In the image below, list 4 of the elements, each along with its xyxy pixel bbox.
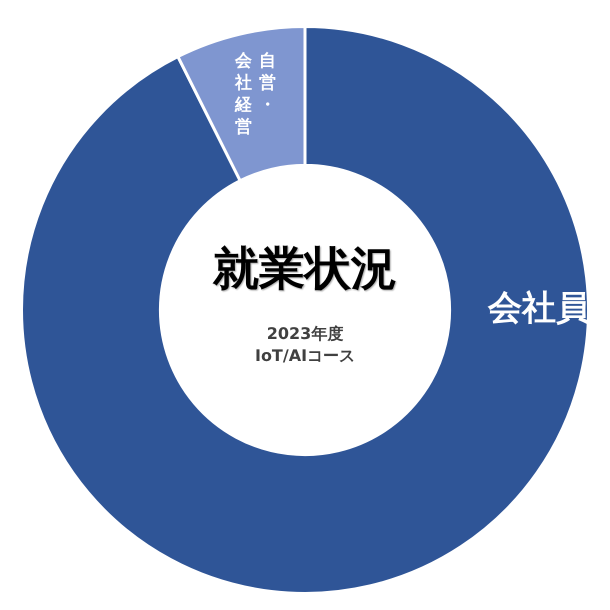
text: 2023年度 IoT/AIコース — [254, 324, 356, 366]
slice-label: 会社員 — [487, 288, 590, 328]
category-label: 自営・会社経営 — [235, 51, 276, 138]
text: 就業状況 — [212, 240, 397, 295]
